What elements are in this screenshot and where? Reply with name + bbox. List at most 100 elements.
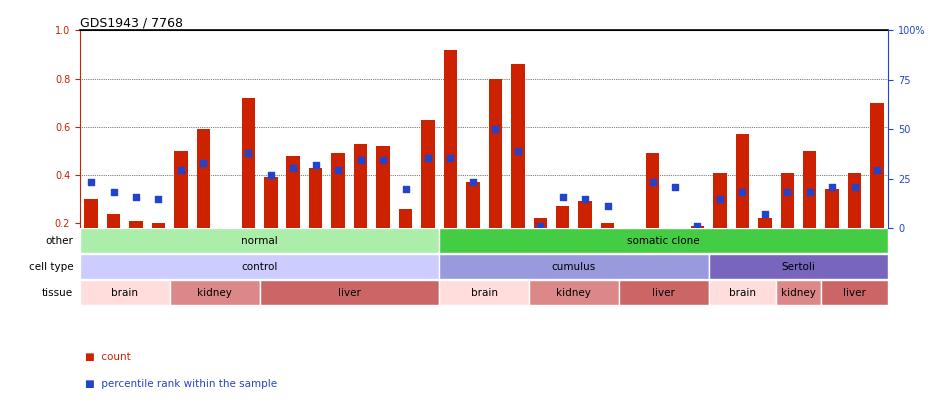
Point [533,222,548,229]
Point [353,157,368,164]
Point [667,184,682,190]
Bar [151,223,165,271]
Text: ■  count: ■ count [85,352,131,362]
Point [735,189,750,195]
Bar [439,228,888,254]
Bar [870,102,884,271]
Bar [353,144,368,271]
Bar [848,173,861,271]
Bar [601,223,615,271]
Text: kidney: kidney [197,288,232,298]
Bar [259,280,439,305]
Point [870,167,885,173]
Bar [421,119,434,271]
Point [151,196,166,202]
Bar [219,269,232,271]
Point [690,222,705,229]
Bar [332,153,345,271]
Bar [399,209,413,271]
Bar [444,50,457,271]
Bar [646,153,659,271]
Text: brain: brain [471,288,497,298]
Bar [758,218,772,271]
Bar [780,173,794,271]
Text: kidney: kidney [781,288,816,298]
Text: other: other [45,236,73,246]
Bar [709,280,776,305]
Point [510,147,525,154]
Bar [578,201,592,271]
Point [308,162,323,168]
Bar [825,190,838,271]
Point [824,184,839,190]
Text: kidney: kidney [556,288,591,298]
Point [241,150,256,156]
Point [84,179,99,185]
Bar [107,213,120,271]
Point [375,157,391,164]
Point [331,167,346,173]
Bar [619,280,709,305]
Text: ■  percentile rank within the sample: ■ percentile rank within the sample [85,379,276,389]
Bar [529,280,619,305]
Bar [713,173,727,271]
Text: liver: liver [843,288,866,298]
Text: normal: normal [242,236,278,246]
Point [758,210,773,217]
Point [713,196,728,202]
Bar [736,134,749,271]
Text: Sertoli: Sertoli [781,262,815,272]
Point [488,126,503,132]
Bar [80,228,439,254]
Text: cumulus: cumulus [552,262,596,272]
Bar [556,206,570,271]
Point [779,189,794,195]
Point [196,160,211,166]
Text: liver: liver [652,288,675,298]
Bar [196,129,211,271]
Bar [709,254,888,279]
Point [106,189,121,195]
Bar [776,280,821,305]
Text: liver: liver [337,288,361,298]
Text: brain: brain [111,288,138,298]
Bar [174,151,188,271]
Bar [439,254,709,279]
Bar [309,168,322,271]
Point [443,155,458,161]
Text: cell type: cell type [28,262,73,272]
Text: control: control [242,262,277,272]
Bar [489,79,502,271]
Point [465,179,480,185]
Point [600,203,615,209]
Text: somatic clone: somatic clone [627,236,700,246]
Bar [287,156,300,271]
Bar [511,64,525,271]
Bar [130,221,143,271]
Bar [803,151,817,271]
Point [577,196,592,202]
Bar [376,146,390,271]
Text: brain: brain [728,288,756,298]
Point [420,155,435,161]
Bar [85,199,98,271]
Point [645,179,660,185]
Point [802,189,817,195]
Bar [466,182,479,271]
Bar [668,238,681,271]
Point [286,164,301,171]
Point [398,186,413,193]
Point [173,167,188,173]
Bar [691,226,704,271]
Bar [80,280,170,305]
Bar [170,280,259,305]
Text: tissue: tissue [42,288,73,298]
Bar [821,280,888,305]
Point [263,172,278,178]
Point [847,184,862,190]
Text: GDS1943 / 7768: GDS1943 / 7768 [80,16,183,29]
Point [129,194,144,200]
Bar [623,269,636,271]
Bar [242,98,255,271]
Bar [80,254,439,279]
